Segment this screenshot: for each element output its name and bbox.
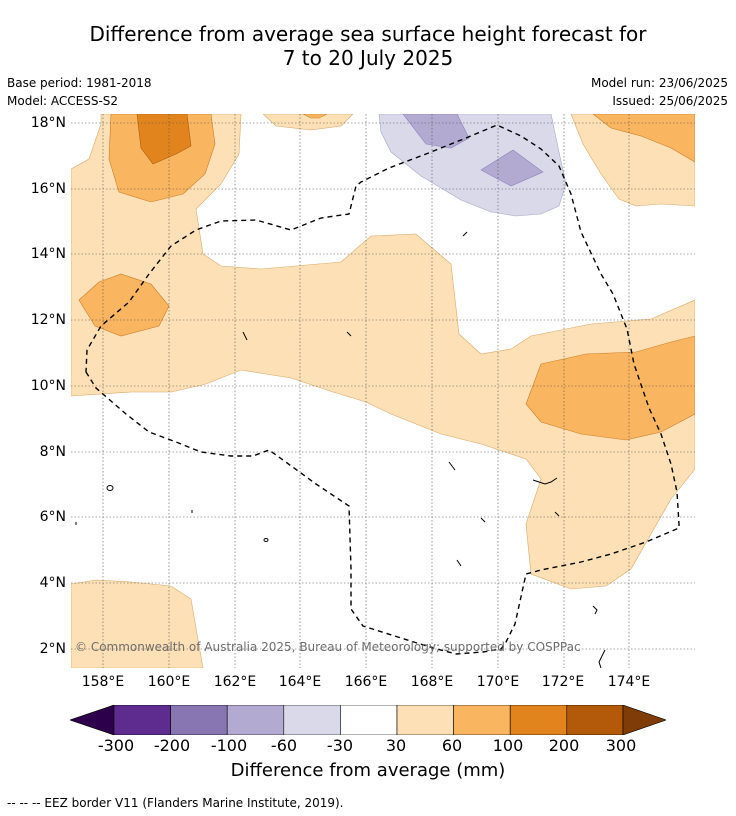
lat-label-18n: 18°N — [30, 115, 66, 131]
colorbar-cell-7 — [453, 704, 511, 736]
model-run: Model run: 23/06/2025 — [590, 76, 728, 90]
title-line-2: 7 to 20 July 2025 — [282, 46, 454, 70]
contour-neg60-neg100-b — [480, 149, 544, 187]
copyright-notice: © Commonwealth of Australia 2025, Bureau… — [75, 640, 581, 654]
map-panel[interactable]: © Commonwealth of Australia 2025, Bureau… — [71, 114, 695, 668]
colorbar-cell-5 — [340, 704, 398, 736]
colorbar-tick-5: 30 — [385, 736, 407, 755]
colorbar-cell-0 — [69, 704, 115, 736]
colorbar-tick-1: -200 — [153, 736, 191, 755]
lon-label-166e: 166°E — [344, 674, 388, 690]
contour-100-200-nw — [136, 114, 192, 165]
model-name: Model: ACCESS-S2 — [7, 94, 119, 108]
contour-60-100-west — [78, 273, 170, 337]
lat-label-8n: 8°N — [39, 444, 66, 460]
map-canvas — [71, 114, 695, 668]
graticule — [71, 114, 695, 668]
base-period: Base period: 1981-2018 — [7, 76, 152, 90]
eez-border — [85, 124, 680, 655]
lat-label-10n: 10°N — [30, 378, 66, 394]
contour-60-100-top — [302, 114, 328, 119]
colorbar-cell-10 — [622, 704, 667, 736]
meta-left: Base period: 1981-2018 Model: ACCESS-S2 — [7, 74, 152, 110]
colorbar-title: Difference from average (mm) — [230, 760, 506, 781]
contour-30-60-top — [262, 114, 354, 131]
colorbar-cell-4 — [283, 704, 341, 736]
colorbar — [69, 704, 667, 739]
colorbar-tick-6: 60 — [441, 736, 463, 755]
lon-label-174e: 174°E — [607, 674, 651, 690]
contour-30-60-sw — [71, 579, 204, 668]
lat-label-2n: 2°N — [39, 641, 66, 657]
lon-label-170e: 170°E — [476, 674, 520, 690]
lon-label-172e: 172°E — [541, 674, 585, 690]
contour-60-100-east — [525, 335, 695, 441]
title-line-1: Difference from average sea surface heig… — [89, 22, 647, 46]
lat-label-16n: 16°N — [30, 181, 66, 197]
lon-label-158e: 158°E — [81, 674, 125, 690]
issued-date: Issued: 25/06/2025 — [612, 94, 728, 108]
lat-label-14n: 14°N — [30, 246, 66, 262]
lat-label-6n: 6°N — [39, 509, 66, 525]
colorbar-cell-6 — [396, 704, 454, 736]
colorbar-cell-3 — [226, 704, 285, 736]
lon-label-168e: 168°E — [410, 674, 454, 690]
colorbar-cell-8 — [509, 704, 568, 736]
colorbar-tick-0: -300 — [97, 736, 135, 755]
colorbar-tick-3: -60 — [270, 736, 298, 755]
meta-right: Model run: 23/06/2025 Issued: 25/06/2025 — [591, 74, 728, 110]
islands — [75, 231, 606, 668]
colorbar-svg — [69, 704, 667, 736]
colorbar-cell-1 — [113, 704, 171, 736]
colorbar-tick-9: 300 — [605, 736, 637, 755]
colorbar-cell-2 — [170, 704, 228, 736]
contour-60-100-ne — [592, 114, 695, 163]
contour-neg60-neg100-a — [402, 114, 470, 149]
lat-label-4n: 4°N — [39, 575, 66, 591]
colorbar-cell-9 — [566, 704, 624, 736]
contour-30-60-main — [71, 114, 695, 590]
lon-label-164e: 164°E — [278, 674, 322, 690]
colorbar-tick-7: 100 — [492, 736, 524, 755]
lon-label-160e: 160°E — [147, 674, 191, 690]
eez-legend-note: -- -- -- EEZ border V11 (Flanders Marine… — [7, 796, 344, 810]
chart-title: Difference from average sea surface heig… — [0, 22, 736, 70]
colorbar-tick-4: -30 — [326, 736, 354, 755]
lon-label-162e: 162°E — [213, 674, 257, 690]
colorbar-tick-8: 200 — [548, 736, 580, 755]
colorbar-tick-2: -100 — [210, 736, 248, 755]
lat-label-12n: 12°N — [30, 312, 66, 328]
